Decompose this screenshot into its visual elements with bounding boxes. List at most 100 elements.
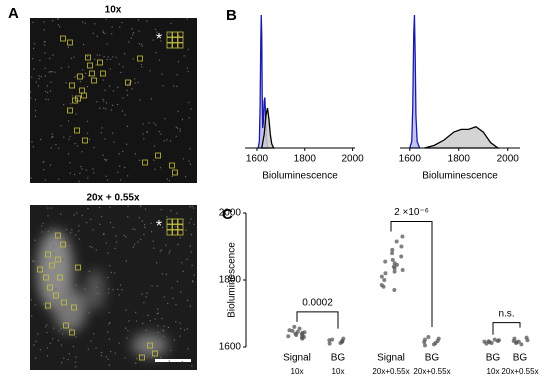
point bbox=[390, 247, 395, 252]
density-area bbox=[408, 14, 421, 149]
noise bbox=[61, 362, 63, 364]
noise bbox=[49, 164, 52, 166]
noise bbox=[153, 159, 155, 161]
noise bbox=[114, 272, 116, 274]
noise bbox=[110, 271, 112, 274]
roi-grid bbox=[166, 218, 173, 225]
noise bbox=[60, 344, 62, 346]
point bbox=[519, 342, 524, 347]
noise bbox=[188, 160, 190, 162]
noise bbox=[35, 81, 38, 83]
noise bbox=[57, 18, 59, 20]
noise bbox=[134, 82, 136, 84]
noise bbox=[171, 175, 173, 178]
p-value: n.s. bbox=[498, 308, 514, 319]
noise bbox=[151, 285, 153, 287]
noise bbox=[150, 98, 153, 100]
noise bbox=[119, 284, 122, 286]
roi bbox=[87, 62, 93, 69]
noise bbox=[112, 90, 115, 92]
noise bbox=[76, 212, 78, 214]
noise bbox=[142, 322, 144, 324]
x-tick-sublabel: 10x bbox=[332, 367, 345, 376]
noise bbox=[161, 273, 163, 275]
noise bbox=[159, 250, 161, 252]
noise bbox=[75, 284, 77, 286]
noise bbox=[161, 249, 163, 251]
noise bbox=[184, 176, 187, 178]
noise bbox=[40, 75, 42, 78]
noise bbox=[65, 228, 67, 230]
x-tick-label: 2000 bbox=[341, 154, 364, 165]
noise bbox=[145, 329, 147, 331]
noise bbox=[157, 331, 159, 333]
roi bbox=[55, 256, 61, 263]
noise bbox=[190, 108, 192, 110]
x-tick-label: 1600 bbox=[399, 154, 422, 165]
noise bbox=[176, 280, 178, 283]
noise bbox=[153, 145, 156, 147]
noise bbox=[149, 70, 151, 72]
noise bbox=[59, 26, 61, 28]
roi bbox=[77, 73, 83, 80]
noise bbox=[38, 75, 40, 77]
noise bbox=[45, 301, 47, 303]
noise bbox=[32, 21, 34, 24]
noise bbox=[175, 135, 177, 137]
noise bbox=[88, 312, 90, 314]
noise bbox=[190, 233, 193, 236]
noise bbox=[58, 147, 60, 149]
noise bbox=[113, 141, 115, 143]
noise bbox=[127, 175, 129, 177]
noise bbox=[30, 97, 32, 99]
noise bbox=[143, 301, 145, 304]
noise bbox=[127, 329, 129, 332]
noise bbox=[31, 76, 33, 78]
noise bbox=[183, 55, 185, 57]
noise bbox=[69, 162, 71, 164]
noise bbox=[50, 81, 52, 83]
roi bbox=[57, 274, 63, 281]
noise bbox=[55, 288, 57, 290]
noise bbox=[96, 292, 98, 294]
roi-grid bbox=[172, 224, 178, 230]
noise bbox=[187, 70, 189, 73]
micrograph bbox=[30, 18, 197, 183]
noise bbox=[67, 274, 69, 276]
noise bbox=[60, 125, 62, 127]
noise bbox=[70, 103, 72, 105]
noise bbox=[107, 331, 109, 333]
x-tick-label: BG bbox=[331, 353, 346, 364]
noise bbox=[157, 312, 159, 314]
noise bbox=[186, 328, 188, 330]
noise bbox=[168, 360, 170, 362]
point bbox=[431, 342, 436, 347]
roi bbox=[45, 251, 51, 258]
noise bbox=[75, 113, 77, 115]
noise bbox=[138, 30, 140, 32]
noise bbox=[37, 85, 40, 87]
noise bbox=[46, 85, 49, 87]
marker: * bbox=[156, 31, 162, 48]
noise bbox=[90, 218, 92, 220]
noise bbox=[129, 83, 131, 85]
noise bbox=[87, 177, 89, 179]
point bbox=[392, 288, 397, 293]
noise bbox=[40, 225, 43, 227]
x-tick-label: 1600 bbox=[246, 154, 269, 165]
noise bbox=[179, 237, 181, 239]
noise bbox=[124, 166, 126, 169]
noise bbox=[58, 330, 60, 332]
noise bbox=[142, 133, 144, 135]
noise bbox=[186, 67, 188, 69]
roi bbox=[82, 137, 88, 144]
noise bbox=[133, 243, 136, 245]
noise bbox=[57, 235, 59, 237]
noise bbox=[46, 355, 49, 357]
noise bbox=[110, 109, 113, 111]
noise bbox=[32, 146, 34, 148]
noise bbox=[69, 172, 71, 174]
point bbox=[422, 343, 427, 348]
scale-bar bbox=[155, 359, 191, 362]
noise bbox=[74, 76, 76, 78]
